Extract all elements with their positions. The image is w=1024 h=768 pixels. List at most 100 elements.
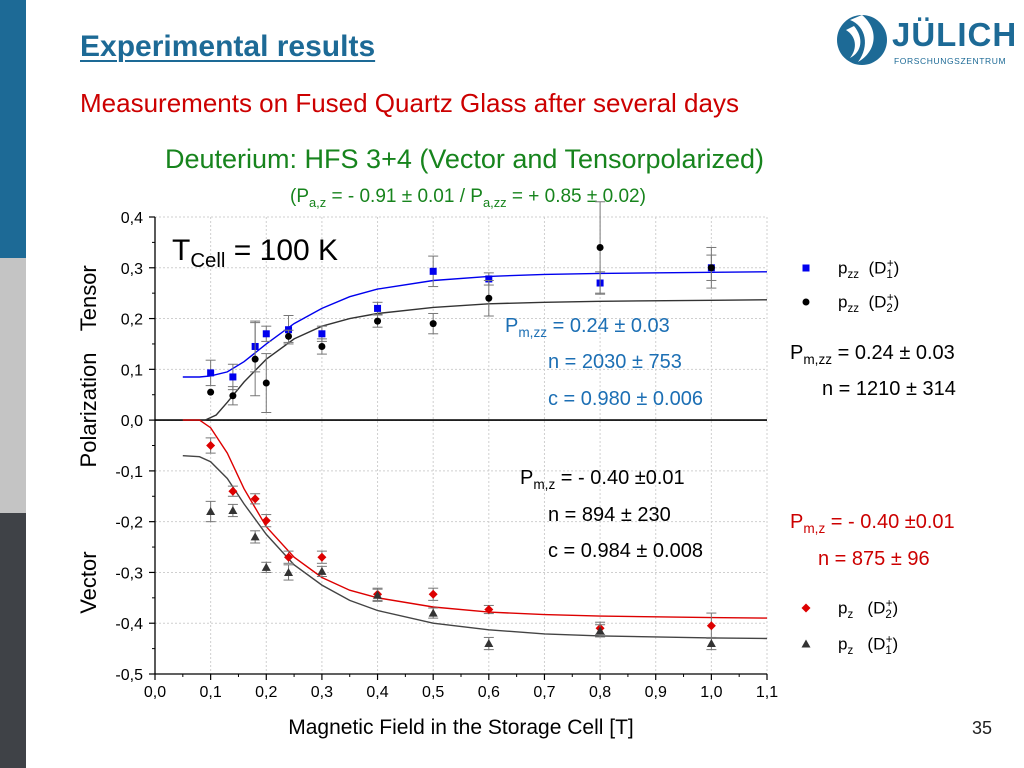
data-point	[706, 621, 716, 631]
y-tick-label: -0,5	[115, 667, 143, 684]
logo-subline: FORSCHUNGSZENTRUM	[894, 56, 1007, 66]
slide-subtitle: Measurements on Fused Quartz Glass after…	[80, 88, 739, 118]
y-tick-label: 0,1	[121, 362, 143, 379]
legend-marker	[801, 639, 811, 648]
x-tick-label: 0,6	[478, 684, 500, 701]
x-tick-label: 0,9	[645, 684, 667, 701]
y-tick-label: 0,3	[121, 261, 143, 278]
sidebar-accent-top	[0, 0, 26, 258]
fit-curve	[182, 455, 768, 640]
y-tick-label: 0,4	[121, 210, 143, 227]
x-tick-label: 1,1	[756, 684, 778, 701]
data-point	[596, 243, 604, 251]
fit-black-n: n = 1210 ± 314	[822, 378, 956, 400]
juelich-logo: JÜLICH FORSCHUNGSZENTRUM	[836, 12, 1016, 72]
data-point	[707, 264, 715, 272]
data-point	[229, 392, 237, 400]
legend-item-pzz-d2: pzz (D2+)	[838, 292, 900, 316]
data-point	[228, 505, 238, 514]
data-point	[207, 369, 215, 377]
data-point	[262, 330, 270, 338]
data-point	[250, 532, 260, 541]
data-point	[251, 355, 259, 363]
fit-blue-pmzz: Pm,zz = 0.24 ± 0.03	[505, 315, 670, 340]
juelich-logo-mark	[837, 15, 887, 65]
data-point	[228, 486, 238, 496]
y-tick-label: -0,3	[115, 565, 143, 582]
x-tick-label: 0,8	[589, 684, 611, 701]
fit-curve	[182, 299, 768, 421]
data-point	[374, 317, 382, 325]
data-point	[428, 608, 438, 617]
legend-item-pz-d1: pz (D1+)	[838, 634, 899, 658]
x-tick-label: 0,4	[366, 684, 388, 701]
data-point	[429, 267, 437, 275]
data-point	[595, 626, 605, 635]
data-point	[262, 379, 270, 387]
fit-black-pmzz: Pm,zz = 0.24 ± 0.03	[790, 342, 955, 367]
data-point	[285, 326, 293, 334]
data-point	[284, 567, 294, 576]
data-point	[485, 294, 493, 302]
slide-title: Experimental results	[80, 30, 376, 63]
fit-dark-c: c = 0.984 ± 0.008	[548, 540, 703, 562]
y-tick-label: -0,1	[115, 464, 143, 481]
fit-red-n: n = 875 ± 96	[818, 548, 930, 570]
data-point	[285, 332, 293, 340]
page-number: 35	[972, 718, 993, 738]
data-point	[250, 494, 260, 504]
data-point	[373, 590, 383, 599]
data-point	[485, 275, 493, 283]
data-point	[317, 566, 327, 575]
x-tick-label: 0,5	[422, 684, 444, 701]
data-point	[484, 605, 494, 615]
legend-marker	[802, 264, 810, 272]
fit-curve	[182, 419, 768, 619]
fit-curve	[182, 271, 768, 378]
y-tick-label: -0,4	[115, 616, 143, 633]
data-point	[317, 552, 327, 562]
logo-wordmark: JÜLICH	[892, 16, 1018, 53]
y-axis-label-polarization: Polarization	[76, 352, 101, 467]
x-tick-label: 0,1	[200, 684, 222, 701]
data-point	[706, 639, 716, 648]
data-point	[428, 589, 438, 599]
sidebar-accent-middle	[0, 258, 26, 513]
data-point	[207, 388, 215, 396]
fit-red-pmz: Pm,z = - 0.40 ±0.01	[790, 511, 955, 536]
y-axis-label-tensor: Tensor	[76, 265, 101, 331]
y-tick-label: -0,2	[115, 515, 143, 532]
fit-blue-c: c = 0.980 ± 0.006	[548, 388, 703, 410]
data-point	[318, 330, 326, 338]
fit-blue-n: n = 2030 ± 753	[548, 351, 682, 373]
x-tick-label: 1,0	[700, 684, 722, 701]
data-point	[261, 516, 271, 526]
data-point	[284, 552, 294, 562]
legend-item-pz-d2: pz (D2+)	[838, 598, 899, 622]
x-tick-label: 0,3	[311, 684, 333, 701]
legend-marker	[801, 603, 811, 613]
beam-polarization-line: (Pa,z = - 0.91 ± 0.01 / Pa,zz = + 0.85 ±…	[290, 186, 646, 210]
y-axis-label-vector: Vector	[76, 551, 101, 613]
fit-dark-pmz: Pm,z = - 0.40 ±0.01	[520, 467, 685, 492]
data-point	[206, 441, 216, 450]
data-point	[484, 639, 494, 648]
x-tick-label: 0,2	[255, 684, 277, 701]
data-point	[429, 320, 437, 328]
data-point	[229, 373, 237, 381]
data-point	[318, 342, 326, 350]
x-tick-label: 0,7	[533, 684, 555, 701]
data-point	[206, 507, 216, 516]
data-point	[374, 304, 382, 312]
fit-dark-n: n = 894 ± 230	[548, 504, 671, 526]
sidebar-accent-bottom	[0, 513, 26, 768]
y-tick-label: 0,0	[121, 413, 143, 430]
x-axis-label: Magnetic Field in the Storage Cell [T]	[288, 716, 634, 739]
data-point	[261, 562, 271, 571]
legend-marker	[802, 298, 810, 306]
x-tick-label: 0,0	[144, 684, 166, 701]
cell-temperature-label: TCell = 100 K	[172, 234, 339, 272]
experiment-heading: Deuterium: HFS 3+4 (Vector and Tensorpol…	[165, 144, 765, 174]
y-tick-label: 0,2	[121, 312, 143, 329]
